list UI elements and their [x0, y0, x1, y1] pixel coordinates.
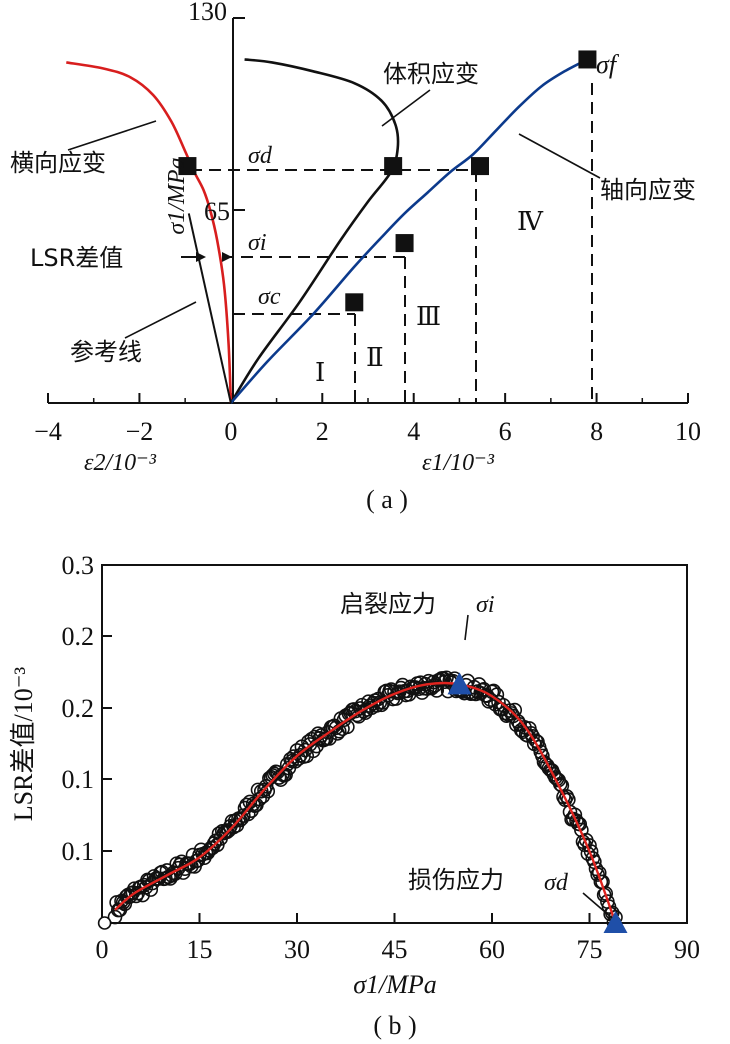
b-ytick-label: 0.1 [62, 765, 95, 794]
b-ytick-label: 0.1 [62, 837, 95, 866]
b-xtick-label: 30 [284, 935, 310, 964]
panel-b: 0 15 30 45 60 75 90 0.3 0.2 0.2 0.1 0.1 启裂应力 σi 损伤应… [9, 551, 700, 1040]
b-label-sigma-i: σi [476, 592, 495, 618]
a-label-reference: 参考线 [70, 338, 142, 366]
a-leader-reference [124, 301, 197, 339]
b-triangle-marker [447, 672, 472, 695]
b-fit-curve [114, 681, 617, 924]
a-xtick-label: −4 [34, 417, 62, 446]
b-leader-sigma-i [464, 614, 469, 641]
b-ytick-label: 0.2 [62, 694, 95, 723]
b-label-damage: 损伤应力 [408, 866, 504, 894]
b-ytick-label: 0.2 [62, 622, 95, 651]
a-xtick-label: 0 [224, 417, 237, 446]
a-xtick-label: 6 [499, 417, 512, 446]
a-xtick-label: 10 [675, 417, 701, 446]
a-xtick-label: 2 [316, 417, 329, 446]
b-x-label: σ1/MPa [353, 970, 437, 999]
a-label-sigma-c: σc [258, 284, 281, 310]
a-y-label: σ1/MPa [164, 157, 190, 234]
a-volumetric-strain-curve [229, 58, 400, 404]
a-label-axial: 轴向应变 [600, 176, 696, 204]
a-marker-square [178, 157, 197, 176]
a-lsr-arrowhead-right [222, 252, 232, 262]
b-data-point [588, 861, 604, 877]
a-leader-axial [518, 133, 601, 179]
a-marker-square [471, 157, 489, 176]
b-data-point [117, 896, 133, 912]
a-label-sigma-d: σd [248, 143, 273, 169]
a-label-volumetric: 体积应变 [383, 60, 479, 88]
a-stage-3: Ⅲ [416, 302, 441, 331]
b-data-point [107, 909, 123, 925]
a-xtick-label: 8 [590, 417, 603, 446]
b-label-sigma-d: σd [544, 870, 569, 896]
a-label-sigma-i: σi [248, 230, 267, 256]
a-leader-volumetric [381, 89, 431, 127]
b-data-point [590, 867, 605, 882]
b-label-initiation: 启裂应力 [340, 590, 436, 618]
b-data-point [366, 695, 381, 711]
a-marker-square [578, 50, 597, 69]
a-reference-line [187, 213, 232, 404]
a-caption: ( a ) [366, 485, 408, 514]
b-data-point [252, 791, 267, 807]
a-axial-strain-curve [229, 58, 589, 404]
b-caption: ( b ) [373, 1011, 416, 1040]
b-xtick-label: 0 [96, 935, 109, 964]
b-xtick-label: 75 [577, 935, 603, 964]
b-data-point [328, 720, 344, 736]
a-stage-4: Ⅳ [517, 207, 544, 236]
a-marker-square [395, 234, 414, 253]
b-y-label: LSR差值/10⁻³ [9, 667, 38, 822]
a-x-label-right: ε1/10⁻³ [422, 450, 495, 476]
panel-a: −4 −2 0 2 4 6 8 10 130 65 横向应变 体积应变 轴向应变 LSR差值 … [10, 0, 701, 514]
b-leader-sigma-d [582, 892, 613, 919]
a-marker-square [345, 293, 364, 312]
b-origin-point [97, 916, 112, 930]
a-x-label-left: ε2/10⁻³ [84, 450, 157, 476]
a-label-lateral: 横向应变 [10, 149, 106, 177]
b-data-point [598, 886, 614, 901]
a-stage-1: Ⅰ [315, 358, 325, 387]
a-xtick-label: −2 [126, 417, 154, 446]
a-xtick-label: 4 [407, 417, 420, 446]
b-data-point [159, 863, 175, 878]
b-data-point [567, 807, 583, 823]
a-leader-lateral [67, 120, 157, 151]
b-ytick-label: 0.3 [62, 551, 95, 580]
b-xtick-label: 60 [479, 935, 505, 964]
b-xtick-label: 15 [187, 935, 213, 964]
a-ytick-label-65: 65 [204, 197, 230, 226]
a-ytick-label-130: 130 [188, 0, 227, 26]
a-label-sigma-f: σf [596, 50, 620, 79]
b-xtick-label: 90 [674, 935, 700, 964]
a-label-lsr: LSR差值 [30, 244, 123, 272]
b-triangle-marker [603, 911, 628, 933]
b-xtick-label: 45 [382, 935, 408, 964]
a-stage-2: Ⅱ [366, 343, 384, 372]
a-marker-square [384, 157, 403, 176]
